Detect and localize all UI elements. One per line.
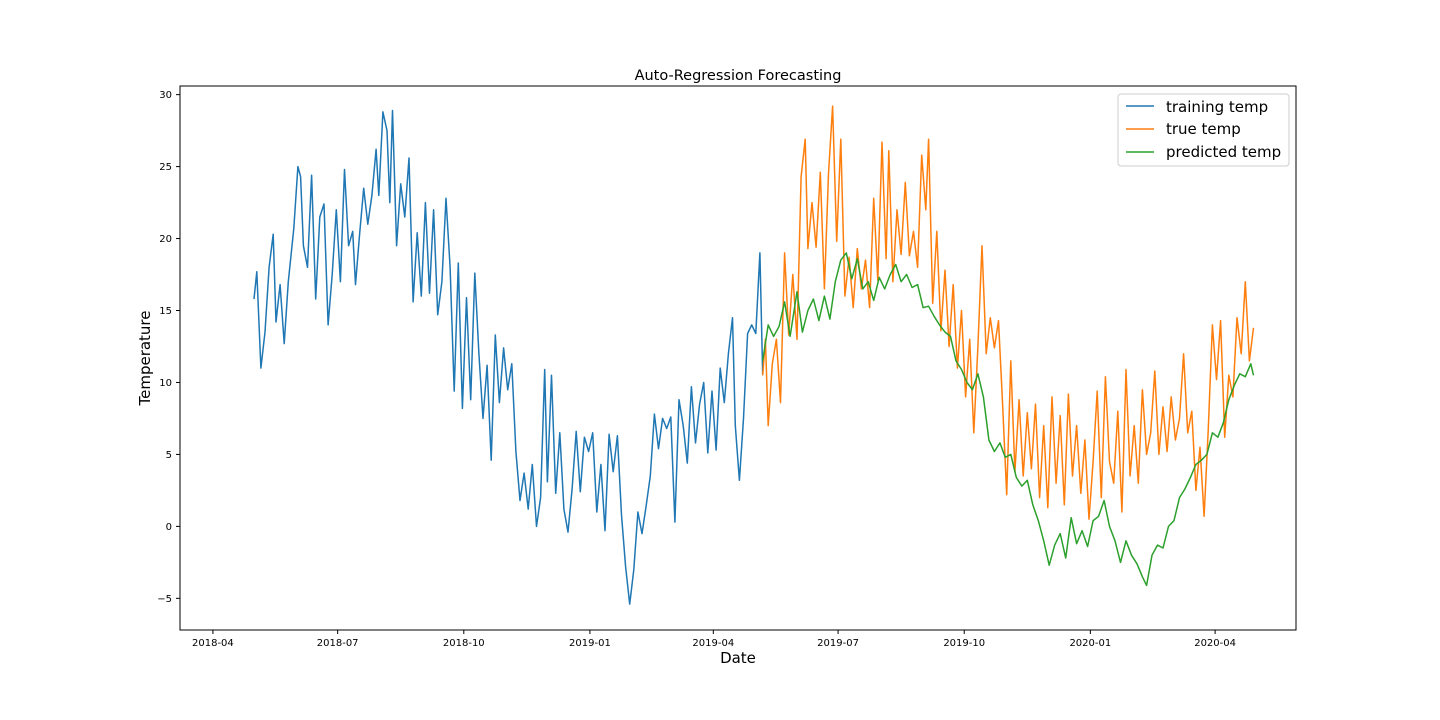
y-tick-label: 0 <box>166 522 172 533</box>
x-tick-label: 2019-07 <box>817 638 859 649</box>
x-tick-label: 2019-04 <box>692 638 734 649</box>
x-tick-label: 2019-10 <box>943 638 985 649</box>
x-tick-label: 2019-01 <box>569 638 611 649</box>
series-line-1 <box>761 105 1255 520</box>
y-tick-label: 10 <box>159 378 172 389</box>
y-axis-label: Temperature <box>136 310 154 406</box>
x-axis-label: Date <box>720 649 756 667</box>
x-tick-label: 2018-07 <box>317 638 359 649</box>
plot-frame <box>179 85 1297 631</box>
legend-label-training: training temp <box>1166 98 1268 116</box>
series-line-2 <box>761 252 1255 587</box>
y-axis: −5 0 5 10 15 20 25 30 <box>157 90 180 605</box>
x-tick-label: 2020-01 <box>1069 638 1111 649</box>
x-tick-label: 2018-10 <box>443 638 485 649</box>
y-tick-label: −5 <box>157 594 172 605</box>
legend: training temp true temp predicted temp <box>1117 93 1290 167</box>
legend-label-true: true temp <box>1166 120 1241 138</box>
x-tick-label: 2020-04 <box>1194 638 1236 649</box>
series-lines <box>253 105 1255 605</box>
chart-title: Auto-Regression Forecasting <box>635 68 842 84</box>
y-tick-label: 5 <box>166 450 172 461</box>
y-tick-label: 25 <box>159 162 172 173</box>
legend-box <box>1117 93 1290 167</box>
y-tick-label: 30 <box>159 90 172 101</box>
series-line-0 <box>253 109 764 605</box>
legend-label-predicted: predicted temp <box>1166 143 1281 161</box>
y-tick-label: 15 <box>159 306 172 317</box>
y-tick-label: 20 <box>159 234 172 245</box>
x-axis: 2018-04 2018-07 2018-10 2019-01 2019-04 2019-… <box>192 630 1236 649</box>
x-tick-label: 2018-04 <box>192 638 234 649</box>
